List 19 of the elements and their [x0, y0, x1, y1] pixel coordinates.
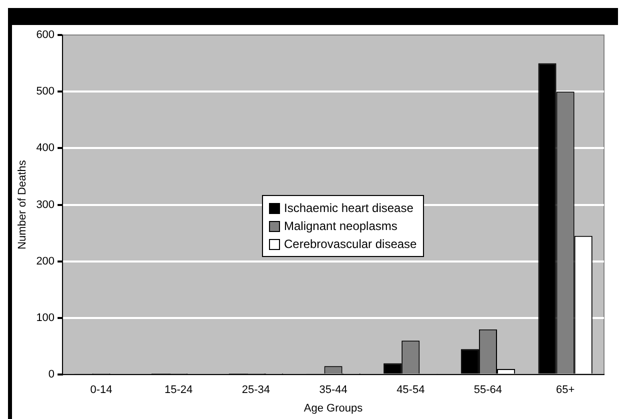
y-tick-label: 600: [36, 29, 55, 42]
x-axis-title: Age Groups: [304, 402, 364, 414]
x-tick-label: 25-34: [242, 384, 270, 396]
x-tick-label: 0-14: [90, 384, 112, 396]
legend-label: Malignant neoplasms: [284, 218, 398, 235]
y-tick-label: 400: [36, 142, 55, 154]
y-tick-label: 200: [36, 255, 55, 268]
y-tick-label: 300: [36, 198, 55, 211]
x-tick-label: 15-24: [164, 384, 193, 396]
y-tick-label: 500: [36, 86, 55, 98]
y-axis-title: Number of Deaths: [16, 160, 29, 250]
x-tick-label: 45-54: [396, 384, 425, 396]
y-tick-label: 0: [48, 368, 55, 381]
x-tick-label: 65+: [556, 384, 575, 396]
y-tick-label: 100: [36, 312, 55, 324]
x-tick-label: 55-64: [474, 384, 502, 396]
legend-label: Ischaemic heart disease: [284, 200, 414, 217]
x-tick-label: 35-44: [319, 384, 348, 396]
legend-label: Cerebrovascular disease: [284, 236, 417, 253]
